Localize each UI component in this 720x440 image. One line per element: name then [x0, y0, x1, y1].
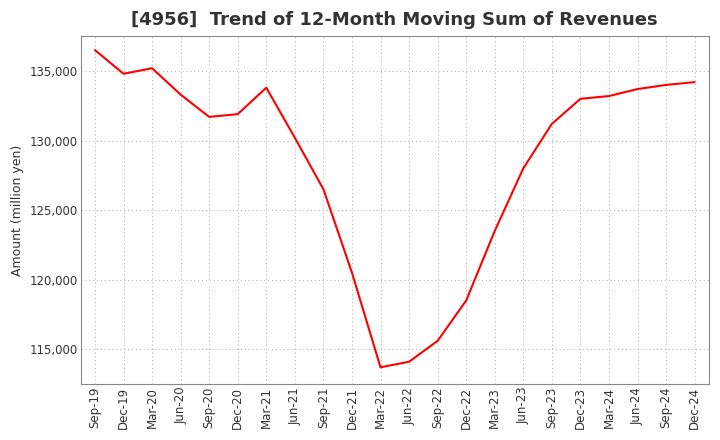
Y-axis label: Amount (million yen): Amount (million yen) [11, 144, 24, 276]
Title: [4956]  Trend of 12-Month Moving Sum of Revenues: [4956] Trend of 12-Month Moving Sum of R… [132, 11, 658, 29]
